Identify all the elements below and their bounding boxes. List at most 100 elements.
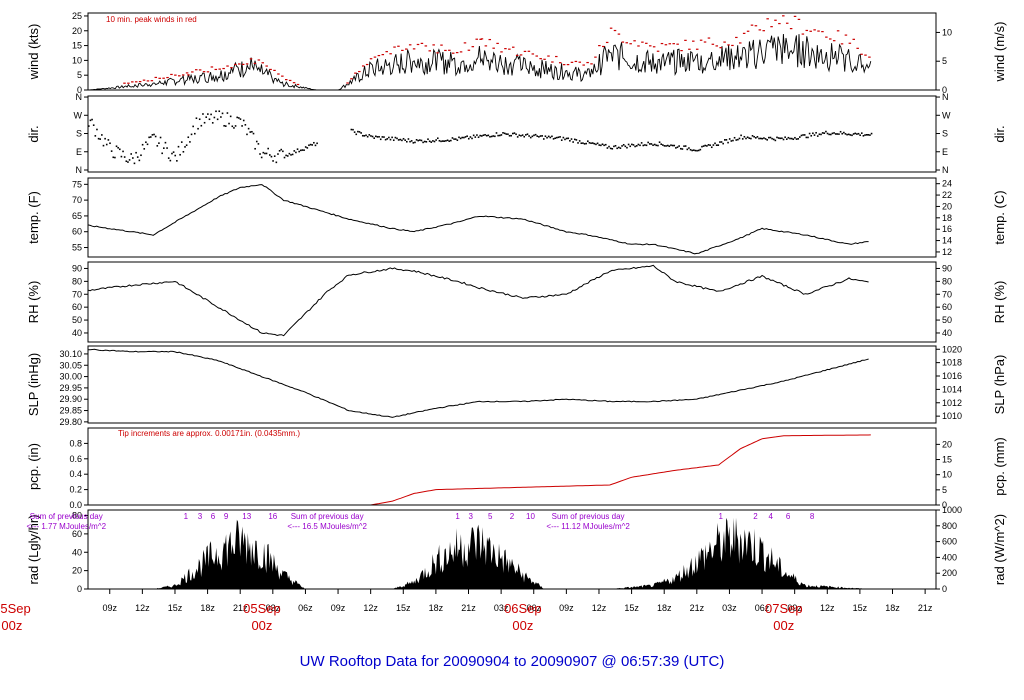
peak-wind-mark [365,63,369,66]
peak-wind-mark [154,76,158,79]
dir-point [795,138,798,140]
tick-label-right: 60 [942,302,952,312]
dir-point [865,133,868,136]
dir-point [663,145,666,147]
dir-point [733,136,736,139]
tick-label-left: 50 [72,315,82,325]
dir-point [609,147,612,150]
tick-label-left: 0 [77,584,82,594]
dir-point [220,116,222,118]
dir-point [531,135,534,138]
dir-point [89,119,92,122]
peak-wind-mark [625,42,629,44]
dir-point [766,139,768,141]
dir-point [542,138,545,140]
peak-wind-mark [350,78,353,80]
dir-point [417,139,420,142]
tick-label-left: 0.0 [69,500,82,510]
x-tick-label: 18z [885,603,900,613]
dir-point [803,134,806,136]
rad-sum-label: Sum of previous day [552,512,625,521]
tick-label-right: 1018 [942,358,962,368]
peak-wind-mark [594,56,597,58]
peak-wind-mark [238,63,241,65]
dir-point [635,145,638,147]
peak-wind-mark [832,40,836,42]
tick-label-right: 0 [942,85,947,95]
dir-point [554,137,556,140]
dir-point [249,131,252,133]
dir-point [573,138,576,141]
hour-mark-label: 2 [510,512,515,521]
peak-wind-mark [825,36,828,38]
dir-point [800,134,803,137]
dir-point [849,134,852,136]
dir-point [158,142,160,144]
peak-wind-mark [451,52,455,54]
dir-point [156,145,159,147]
dir-point [622,143,625,146]
peak-wind-mark [261,62,265,64]
dir-point [741,138,744,140]
dir-point [391,136,393,139]
tick-label-left: 29.85 [59,406,82,416]
peak-wind-mark [680,50,683,52]
dir-point [498,134,501,137]
dir-point [482,134,485,137]
peak-wind-mark [836,30,840,32]
dir-point [303,149,305,151]
dir-point [525,134,527,136]
dir-point [647,141,649,144]
dir-point [427,138,429,140]
peak-wind-mark [739,42,742,44]
dir-point [280,148,283,151]
dir-point [673,144,676,147]
peak-wind-mark [241,63,245,66]
dir-point [291,153,294,156]
dir-point [454,138,457,140]
x-tick-label: 15z [853,603,868,613]
dir-point [754,137,757,139]
peak-wind-mark [645,42,648,44]
dir-point [645,144,648,147]
peak-wind-mark [551,61,554,63]
tick-label-right: 1014 [942,384,962,394]
panel-rh: 40 50 60 70 80 90 40 50 60 70 80 90 RH (%) RH (%) [26,261,1007,343]
dir-point [450,139,452,142]
dir-point [357,130,359,133]
wind-annotation: 10 min. peak winds in red [106,15,197,24]
peak-wind-mark [191,71,194,73]
dir-point [267,147,269,150]
dir-point [503,132,506,135]
dir-point [479,134,481,137]
peak-wind-mark [480,38,484,40]
dir-point [808,132,811,135]
dir-point [838,133,840,135]
dir-point [440,140,442,143]
dir-point [538,136,540,138]
peak-wind-mark [500,51,503,53]
dir-point [198,118,201,121]
ylabel-right: temp. (C) [992,190,1007,244]
dir-point [681,148,684,150]
x-tick-label: 03z [494,603,509,613]
panel-wind: 0 5 10 15 20 25 0 5 10 wind (kts) wind (m/s) 10 min… [26,11,1007,95]
tick-label-right: 22 [942,190,952,200]
hour-mark-label: 6 [211,512,216,521]
dir-point [208,118,211,121]
dir-point [821,132,824,134]
dir-point [508,134,511,137]
peak-wind-mark [444,49,447,52]
tick-label-right: 600 [942,537,957,547]
dir-point [363,135,366,137]
peak-wind-mark [432,44,435,46]
dir-point [125,160,128,163]
dir-point [533,134,535,137]
dir-point [675,147,677,149]
dir-point [618,146,620,149]
peak-wind-mark [222,67,225,70]
tick-label-right: 200 [942,568,957,578]
dir-point [852,133,855,135]
dir-point [735,139,738,141]
